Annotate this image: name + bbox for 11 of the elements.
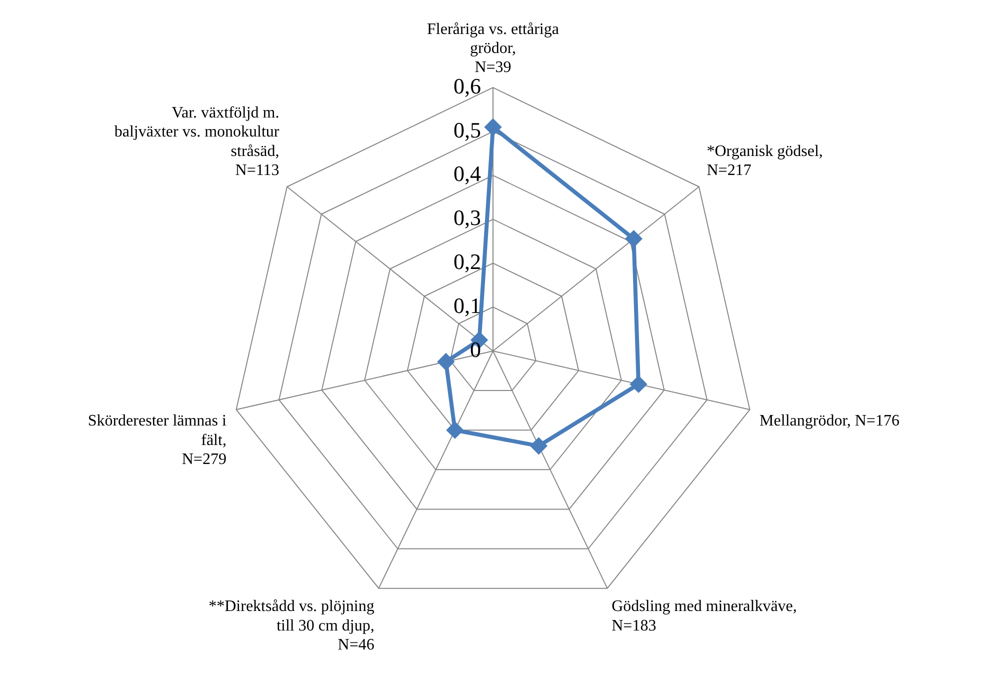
y-tick-label: 0,1: [454, 292, 481, 318]
y-tick-label: 0,4: [454, 161, 481, 186]
spoke-label: Skörderester lämnas i fält, N=279: [88, 412, 228, 468]
y-tick-label: 0,5: [454, 117, 481, 142]
spoke-label: Mellangrödor, N=176: [760, 412, 900, 430]
spoke-label: *Organisk gödsel, N=217: [706, 142, 823, 180]
spoke-label: Gödsling med mineralkväve, N=183: [612, 598, 797, 634]
spoke-label: **Direktsådd vs. plöjning till 30 cm djup, N=46: [208, 598, 374, 654]
spoke-label: Var. växtföljd m. baljväxter vs. monokultur stråsäd, N=113: [114, 104, 280, 180]
y-tick-label: 0,2: [454, 248, 481, 274]
y-tick-label: 0,3: [454, 205, 481, 230]
